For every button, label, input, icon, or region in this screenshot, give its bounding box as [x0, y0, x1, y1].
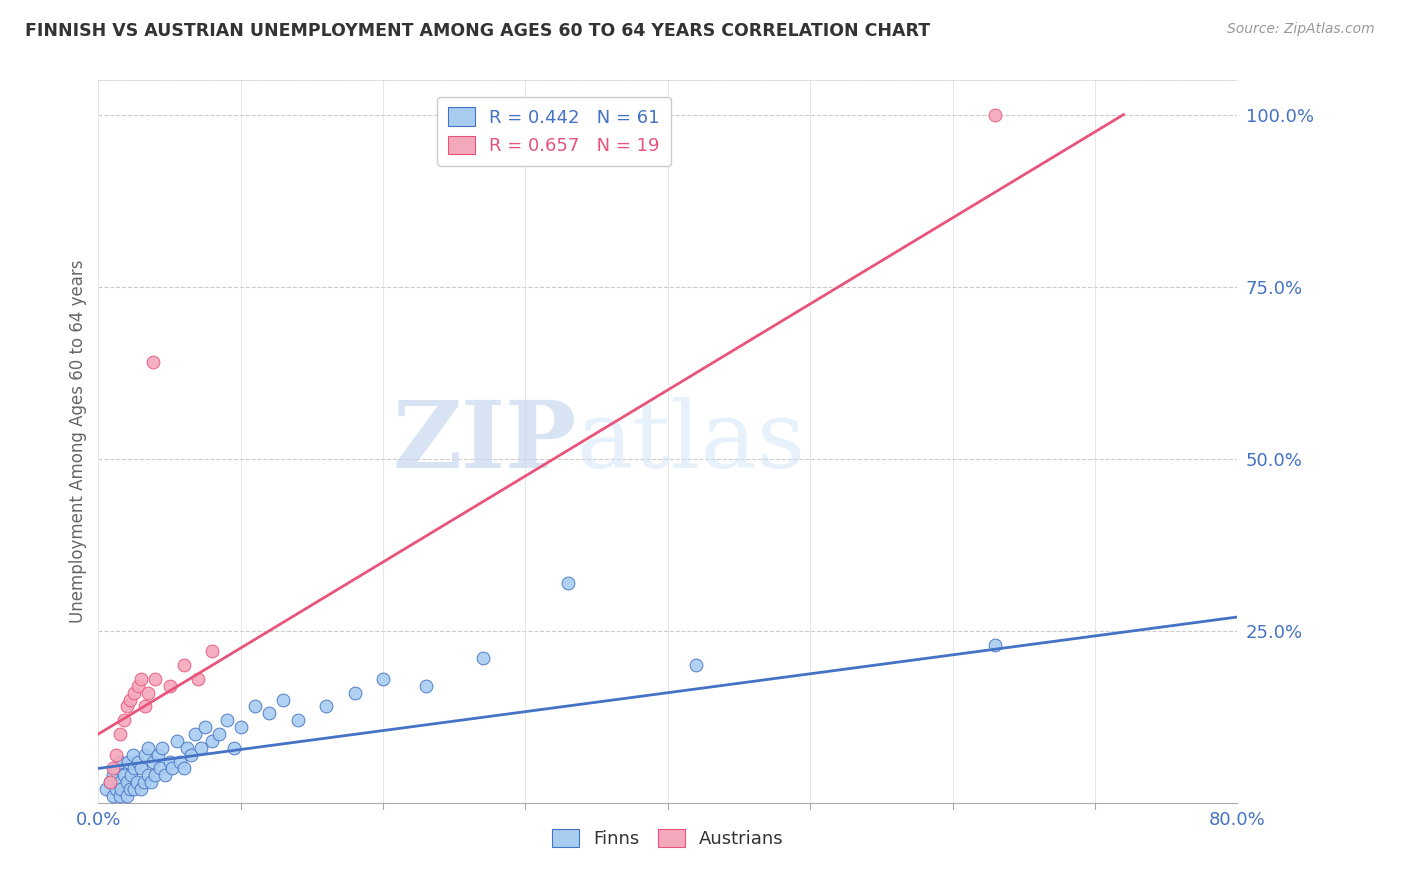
- Point: [243, 699, 266, 714]
- Point: [145, 672, 167, 686]
- Point: [201, 734, 224, 748]
- Point: [110, 782, 132, 797]
- Point: [104, 747, 127, 762]
- Point: [134, 699, 156, 714]
- Point: [287, 713, 309, 727]
- Point: [187, 672, 209, 686]
- Point: [184, 727, 207, 741]
- Point: [127, 679, 149, 693]
- Point: [222, 740, 245, 755]
- Point: [104, 782, 127, 797]
- Point: [115, 699, 138, 714]
- Point: [373, 672, 395, 686]
- Point: [173, 658, 195, 673]
- Point: [105, 761, 128, 775]
- Point: [120, 768, 142, 782]
- Legend: Finns, Austrians: Finns, Austrians: [541, 818, 794, 859]
- Point: [685, 658, 707, 673]
- Point: [129, 672, 152, 686]
- Point: [471, 651, 494, 665]
- Point: [984, 638, 1007, 652]
- Point: [108, 727, 131, 741]
- Point: [166, 734, 188, 748]
- Text: FINNISH VS AUSTRIAN UNEMPLOYMENT AMONG AGES 60 TO 64 YEARS CORRELATION CHART: FINNISH VS AUSTRIAN UNEMPLOYMENT AMONG A…: [25, 22, 931, 40]
- Point: [108, 775, 131, 789]
- Point: [112, 713, 135, 727]
- Point: [173, 761, 195, 775]
- Point: [149, 761, 172, 775]
- Point: [169, 755, 191, 769]
- Point: [159, 755, 181, 769]
- Point: [259, 706, 281, 721]
- Point: [108, 789, 131, 803]
- Point: [148, 747, 170, 762]
- Point: [136, 740, 159, 755]
- Point: [101, 789, 124, 803]
- Text: Source: ZipAtlas.com: Source: ZipAtlas.com: [1227, 22, 1375, 37]
- Point: [112, 768, 135, 782]
- Point: [121, 747, 143, 762]
- Point: [162, 761, 184, 775]
- Text: ZIP: ZIP: [392, 397, 576, 486]
- Point: [98, 775, 121, 789]
- Point: [132, 775, 155, 789]
- Point: [141, 355, 163, 369]
- Y-axis label: Unemployment Among Ages 60 to 64 years: Unemployment Among Ages 60 to 64 years: [69, 260, 87, 624]
- Point: [194, 720, 217, 734]
- Point: [145, 768, 167, 782]
- Point: [136, 686, 159, 700]
- Point: [315, 699, 337, 714]
- Point: [122, 782, 145, 797]
- Point: [101, 761, 124, 775]
- Point: [984, 108, 1007, 122]
- Point: [139, 775, 162, 789]
- Point: [215, 713, 238, 727]
- Point: [141, 755, 163, 769]
- Point: [155, 768, 177, 782]
- Point: [190, 740, 212, 755]
- Point: [201, 644, 224, 658]
- Point: [136, 768, 159, 782]
- Point: [159, 679, 181, 693]
- Point: [94, 782, 117, 797]
- Point: [176, 740, 198, 755]
- Point: [229, 720, 252, 734]
- Point: [134, 747, 156, 762]
- Point: [108, 755, 131, 769]
- Point: [118, 782, 141, 797]
- Point: [129, 782, 152, 797]
- Point: [273, 692, 295, 706]
- Point: [117, 755, 139, 769]
- Point: [115, 775, 138, 789]
- Point: [125, 775, 148, 789]
- Point: [129, 761, 152, 775]
- Point: [343, 686, 366, 700]
- Point: [98, 775, 121, 789]
- Point: [101, 768, 124, 782]
- Point: [415, 679, 437, 693]
- Point: [118, 692, 141, 706]
- Text: atlas: atlas: [576, 397, 806, 486]
- Point: [122, 686, 145, 700]
- Point: [557, 575, 579, 590]
- Point: [127, 755, 149, 769]
- Point: [152, 740, 174, 755]
- Point: [180, 747, 202, 762]
- Point: [115, 789, 138, 803]
- Point: [122, 761, 145, 775]
- Point: [208, 727, 231, 741]
